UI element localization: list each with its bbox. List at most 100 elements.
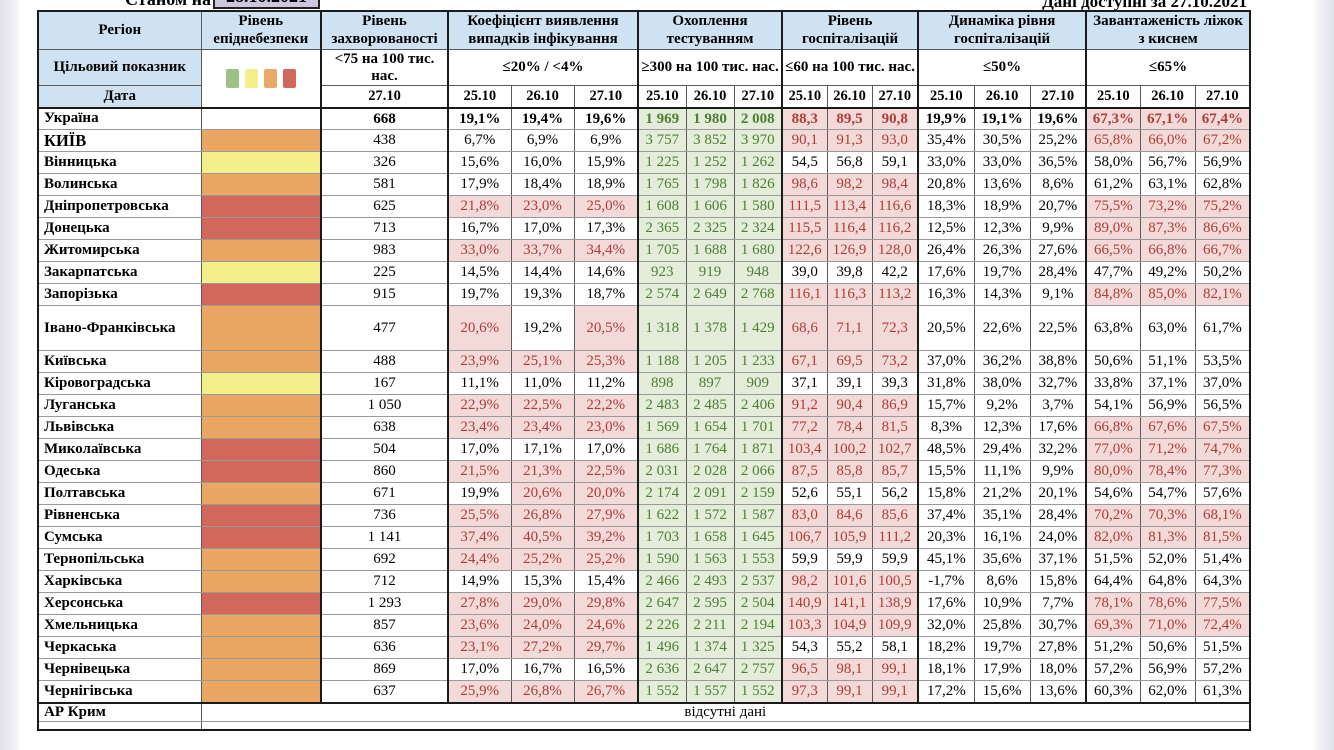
- oxygen-beds-cell: 86,6%: [1194, 217, 1251, 241]
- table-row: Київська 488 23,9% 25,1% 25,3% 1 188 1 205 1 23…: [37, 350, 1251, 374]
- oxygen-beds-cell: 81,3%: [1139, 526, 1196, 550]
- detection-coef-cell: 17,3%: [573, 217, 639, 241]
- danger-level-cell: [200, 239, 322, 263]
- testing-cell: 1 606: [685, 195, 735, 219]
- legend-swatch-green: [225, 69, 239, 89]
- testing-cell: 948: [733, 261, 783, 285]
- hosp-dynamics-cell: 17,6%: [917, 592, 975, 616]
- oxygen-beds-cell: 50,6%: [1139, 636, 1196, 660]
- testing-cell: 1 680: [733, 239, 783, 263]
- column-header-detection-coef: Коефіцієнт виявлення випадків інфікуванн…: [446, 10, 639, 51]
- hosp-dynamics-cell: 31,8%: [917, 372, 975, 396]
- hospitalization-cell: 98,2: [781, 570, 828, 594]
- hospitalization-cell: 90,1: [781, 129, 828, 153]
- hospitalization-cell: 99,1: [871, 658, 919, 682]
- oxygen-beds-cell: 71,2%: [1139, 438, 1196, 462]
- hosp-dynamics-cell: 35,6%: [973, 548, 1031, 572]
- detection-coef-cell: 19,4%: [510, 107, 575, 131]
- testing-cell: 923: [637, 261, 687, 285]
- hospitalization-cell: 102,7: [871, 438, 919, 462]
- incidence-cell: 625: [320, 195, 449, 219]
- oxygen-beds-cell: 66,8%: [1139, 239, 1196, 263]
- hospitalization-cell: 128,0: [871, 239, 919, 263]
- hosp-dynamics-cell: 35,1%: [973, 504, 1031, 528]
- detection-coef-cell: 23,6%: [447, 614, 512, 638]
- detection-coef-cell: 22,9%: [447, 394, 512, 418]
- testing-cell: 1 622: [637, 504, 687, 528]
- hosp-dynamics-cell: 30,7%: [1029, 614, 1087, 638]
- oxygen-beds-cell: 80,0%: [1085, 460, 1141, 484]
- covid-region-table: Регіон Рівень епіднебезпеки Рівень захво…: [37, 10, 1252, 732]
- testing-cell: 1 572: [685, 504, 735, 528]
- region-cell: [37, 720, 202, 731]
- testing-cell: 2 091: [685, 482, 735, 506]
- date-header: 27.10: [1029, 85, 1087, 109]
- detection-coef-cell: 17,0%: [510, 217, 575, 241]
- date-header: 26.10: [510, 85, 575, 109]
- hosp-dynamics-cell: 9,2%: [973, 394, 1031, 418]
- region-cell: Житомирська: [37, 239, 202, 263]
- detection-coef-cell: 33,7%: [510, 239, 575, 263]
- testing-cell: 2 174: [637, 482, 687, 506]
- hospitalization-cell: 116,6: [871, 195, 919, 219]
- danger-level-legend: [200, 49, 322, 109]
- hospitalization-cell: 87,5: [781, 460, 828, 484]
- hosp-dynamics-cell: 18,2%: [917, 636, 975, 660]
- region-cell: Івано-Франківська: [37, 305, 202, 352]
- oxygen-beds-cell: 54,6%: [1085, 482, 1141, 506]
- hospitalization-cell: 55,1: [826, 482, 873, 506]
- testing-cell: 1 587: [733, 504, 783, 528]
- target-detection-coef: ≤20% / <4%: [446, 49, 639, 87]
- hospitalization-cell: 39,1: [826, 372, 873, 396]
- testing-cell: 1 826: [733, 173, 783, 197]
- table-row: Сумська 1 141 37,4% 40,5% 39,2% 1 703 1 658 1 6…: [37, 526, 1251, 550]
- detection-coef-cell: 14,9%: [447, 570, 512, 594]
- hosp-dynamics-cell: 8,6%: [1029, 173, 1087, 197]
- danger-level-cell: [200, 129, 322, 153]
- date-header: 27.10: [320, 85, 449, 109]
- oxygen-beds-cell: 61,7%: [1194, 305, 1251, 352]
- region-cell: Харківська: [37, 570, 202, 594]
- oxygen-beds-cell: 54,7%: [1139, 482, 1196, 506]
- danger-level-cell: [200, 217, 322, 241]
- oxygen-beds-cell: 71,0%: [1139, 614, 1196, 638]
- hospitalization-cell: 85,7: [871, 460, 919, 484]
- region-cell: Львівська: [37, 416, 202, 440]
- date-header: 25.10: [1085, 85, 1141, 109]
- oxygen-beds-cell: 66,5%: [1085, 239, 1141, 263]
- oxygen-beds-cell: 66,7%: [1194, 239, 1251, 263]
- hospitalization-cell: 99,1: [871, 680, 919, 704]
- testing-cell: 2 504: [733, 592, 783, 616]
- testing-cell: 1 188: [637, 350, 687, 374]
- hospitalization-cell: 100,2: [826, 438, 873, 462]
- hospitalization-cell: 100,5: [871, 570, 919, 594]
- detection-coef-cell: 23,0%: [573, 416, 639, 440]
- table-row: Україна 668 19,1% 19,4% 19,6% 1 969 1 980 2 008…: [37, 107, 1251, 131]
- testing-cell: 2 595: [685, 592, 735, 616]
- region-cell: Кіровоградська: [37, 372, 202, 396]
- hospitalization-cell: 54,3: [781, 636, 828, 660]
- testing-cell: 1 262: [733, 151, 783, 175]
- danger-level-cell: [200, 438, 322, 462]
- hosp-dynamics-cell: 16,3%: [917, 283, 975, 307]
- incidence-cell: 581: [320, 173, 449, 197]
- oxygen-beds-cell: 57,2%: [1085, 658, 1141, 682]
- table-row: Одеська 860 21,5% 21,3% 22,5% 2 031 2 028 2 066…: [37, 460, 1251, 484]
- detection-coef-cell: 23,4%: [510, 416, 575, 440]
- region-cell: Луганська: [37, 394, 202, 418]
- detection-coef-cell: 17,0%: [447, 658, 512, 682]
- testing-cell: 1 645: [733, 526, 783, 550]
- region-cell: Рівненська: [37, 504, 202, 528]
- oxygen-beds-cell: 72,4%: [1194, 614, 1251, 638]
- oxygen-beds-cell: 58,0%: [1085, 151, 1141, 175]
- detection-coef-cell: 11,0%: [510, 372, 575, 396]
- hosp-dynamics-cell: 26,4%: [917, 239, 975, 263]
- hospitalization-cell: 122,6: [781, 239, 828, 263]
- table-row: Закарпатська 225 14,5% 14,4% 14,6% 923 919 948 3…: [37, 261, 1251, 285]
- testing-cell: 1 233: [733, 350, 783, 374]
- hospitalization-cell: 56,2: [871, 482, 919, 506]
- detection-coef-cell: 25,3%: [573, 350, 639, 374]
- danger-level-cell: [200, 614, 322, 638]
- testing-cell: 2 493: [685, 570, 735, 594]
- date-header: 25.10: [781, 85, 828, 109]
